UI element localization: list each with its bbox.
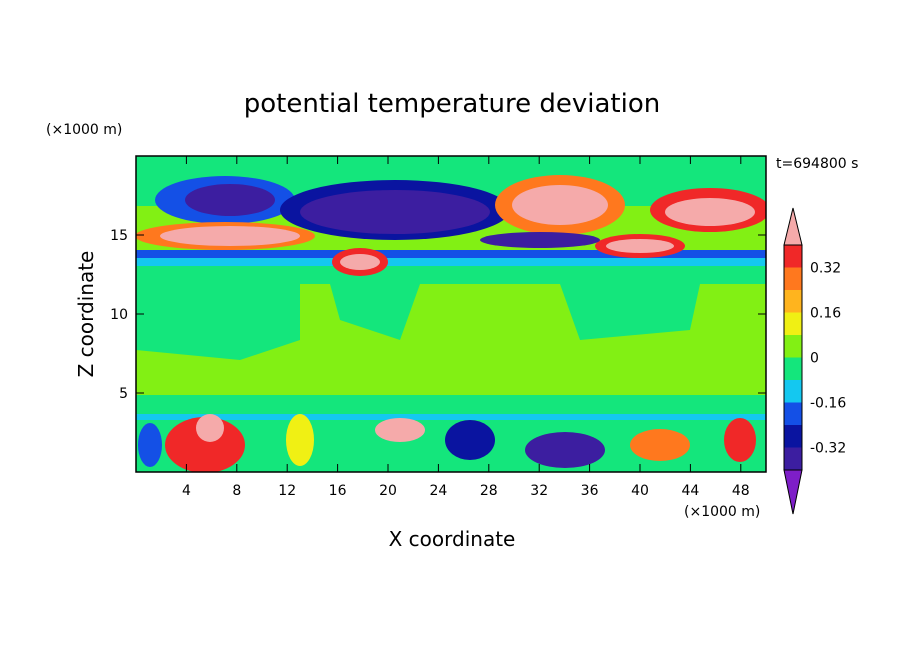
blob-upper-4-core xyxy=(665,198,755,226)
x-axis-label: X coordinate xyxy=(389,527,516,551)
band-upper-green xyxy=(136,262,766,284)
x-tick-label: 20 xyxy=(379,483,397,499)
x-tick-label: 44 xyxy=(681,483,699,499)
y-tick-label: 15 xyxy=(110,228,128,244)
colorbar-tick-label: -0.16 xyxy=(810,396,846,412)
colorbar-tick-label: 0.16 xyxy=(810,306,841,322)
blob-upper-1-core xyxy=(185,184,275,216)
y-scale-label: (×1000 m) xyxy=(46,122,122,138)
colorbar-segment xyxy=(784,335,802,358)
x-scale-label: (×1000 m) xyxy=(684,504,760,520)
blob-lower-5 xyxy=(286,414,314,466)
colorbar-segment xyxy=(784,425,802,448)
colorbar-tick-label: 0 xyxy=(810,351,819,367)
y-tick-label: 10 xyxy=(110,307,128,323)
colorbar-segment xyxy=(784,380,802,403)
blob-lower-8 xyxy=(138,423,162,467)
blob-upper-8 xyxy=(480,232,600,248)
colorbar-tick-label: -0.32 xyxy=(810,441,846,457)
y-tick-label: 5 xyxy=(119,386,128,402)
x-tick-label: 32 xyxy=(530,483,548,499)
y-axis-label: Z coordinate xyxy=(74,251,98,378)
patch-mid-left xyxy=(136,284,300,360)
band-low-cyan xyxy=(136,414,766,422)
chart-title: potential temperature deviation xyxy=(244,89,660,119)
x-tick-label: 24 xyxy=(429,483,447,499)
colorbar-frame xyxy=(783,244,803,471)
band-cyan xyxy=(136,258,766,266)
x-tick-label: 12 xyxy=(278,483,296,499)
colorbar-segment xyxy=(784,357,802,380)
x-tick-label: 36 xyxy=(581,483,599,499)
blob-lower-1-core xyxy=(196,414,224,442)
x-tick-label: 48 xyxy=(732,483,750,499)
blob-lower-3 xyxy=(445,420,495,460)
blob-upper-6-core xyxy=(340,254,380,270)
patch-mid-right xyxy=(560,284,700,340)
colorbar-segment xyxy=(784,447,802,470)
blob-lower-7 xyxy=(724,418,756,462)
patch-mid-centre xyxy=(330,284,420,340)
time-label: t=694800 s xyxy=(776,156,858,172)
colorbar-segment xyxy=(784,312,802,335)
blob-lower-4 xyxy=(630,429,690,461)
colorbar-max-triangle xyxy=(783,207,803,246)
blob-lower-6 xyxy=(375,418,425,442)
colorbar-segment xyxy=(784,245,802,268)
blob-upper-5-core xyxy=(160,226,300,246)
band-blue xyxy=(136,250,766,258)
x-tick-label: 8 xyxy=(232,483,241,499)
x-tick-label: 4 xyxy=(182,483,191,499)
colorbar-segment xyxy=(784,267,802,290)
blob-upper-3-core xyxy=(512,185,608,225)
x-tick-label: 28 xyxy=(480,483,498,499)
blob-upper-7-core xyxy=(606,239,674,253)
blob-upper-2-core xyxy=(300,190,490,234)
colorbar-segment xyxy=(784,290,802,313)
colorbar-tick-label: 0.32 xyxy=(810,261,841,277)
x-tick-label: 40 xyxy=(631,483,649,499)
blob-lower-2 xyxy=(525,432,605,468)
colorbar-segment xyxy=(784,402,802,425)
y-axis-ticks: 5 10 15 xyxy=(110,228,766,402)
colorbar: 0.32 0.16 0 -0.16 -0.32 xyxy=(783,207,846,515)
x-axis-ticks: 4 8 12 16 20 24 28 32 36 40 44 48 xyxy=(182,156,750,499)
contour-field xyxy=(136,156,766,472)
x-tick-label: 16 xyxy=(329,483,347,499)
colorbar-min-triangle xyxy=(783,469,803,515)
blob-lower-1 xyxy=(165,417,245,472)
